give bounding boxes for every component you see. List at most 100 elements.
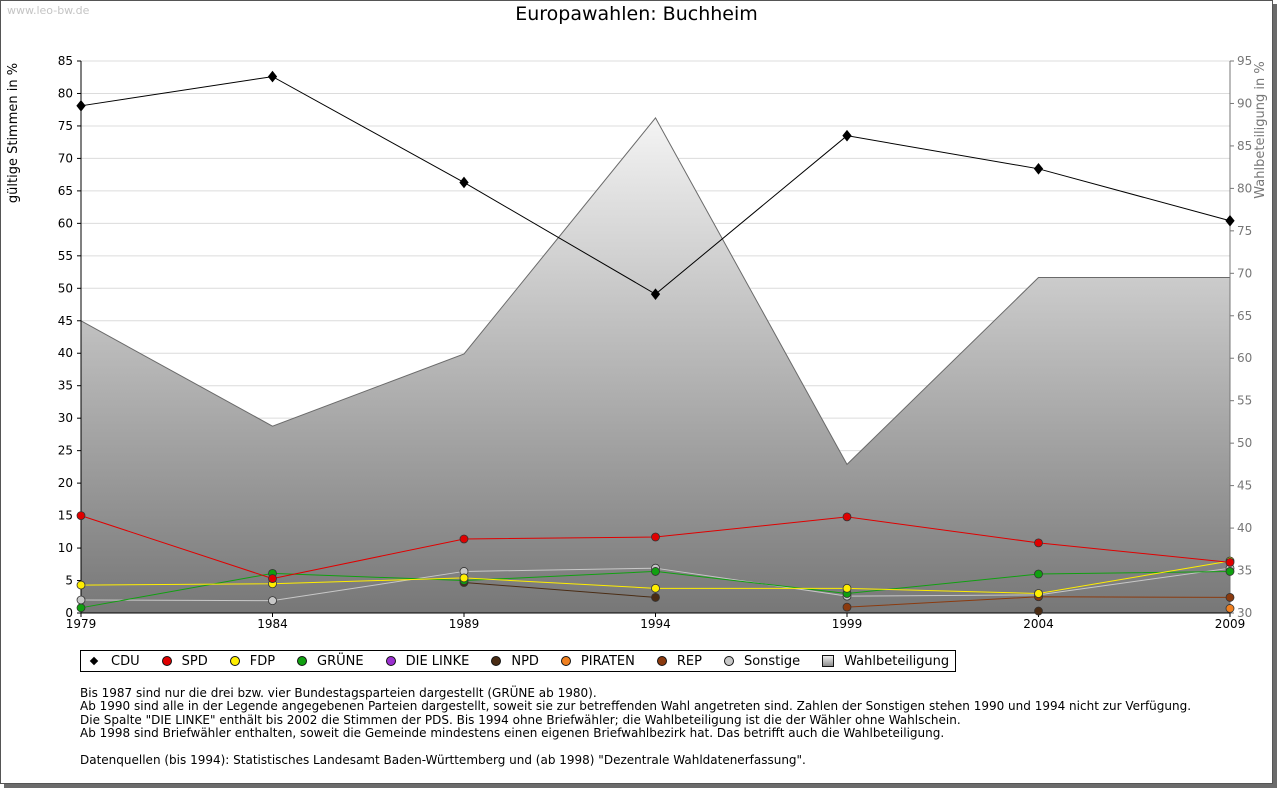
- y-tick-label: 30: [58, 411, 73, 425]
- y-tick-label: 25: [58, 444, 73, 458]
- x-tick-label: 1989: [449, 617, 480, 631]
- series-fdp: [76, 556, 1235, 598]
- y2-tick-label: 65: [1237, 309, 1252, 323]
- legend-label: DIE LINKE: [405, 653, 470, 669]
- data-point: [650, 288, 661, 300]
- legend-item: CDU: [89, 654, 140, 669]
- data-point: [76, 100, 86, 112]
- series-piraten: [1225, 604, 1235, 613]
- turnout-area-fill: [81, 117, 1230, 613]
- data-point: [1225, 214, 1235, 227]
- data-point: [1225, 604, 1235, 613]
- watermark: www.leo-bw.de: [7, 4, 90, 17]
- legend-marker: [229, 656, 240, 666]
- legend-item: GRÜNE: [297, 654, 364, 669]
- legend-label: CDU: [111, 653, 140, 669]
- data-point: [76, 603, 86, 613]
- data-point: [267, 70, 278, 83]
- y-tick-label: 15: [58, 509, 73, 523]
- data-point: [1225, 557, 1235, 567]
- y-tick-label: 45: [58, 314, 73, 328]
- data-point: [842, 512, 852, 522]
- y-tick-label: 60: [58, 216, 73, 230]
- axes: 0 5 10 15 20 25 30 35 40 45 50 55 60 65 70 75 80 85 30 35 40…: [58, 54, 1253, 631]
- legend-item: NPD: [491, 654, 539, 669]
- data-point: [1225, 567, 1235, 576]
- y-tick-label: 0: [65, 606, 73, 620]
- legend-item: REP: [656, 654, 702, 669]
- series-spd: [76, 511, 1235, 583]
- legend-item: Sonstige: [723, 653, 801, 669]
- data-point: [1034, 589, 1043, 598]
- y-tick-label: 85: [58, 54, 73, 68]
- turnout-area: [80, 117, 1230, 613]
- data-point: [268, 596, 277, 606]
- y2-tick-label: 45: [1237, 479, 1252, 493]
- y2-tick-label: 95: [1237, 54, 1252, 68]
- data-point: [1033, 163, 1044, 175]
- data-point: [1225, 593, 1235, 602]
- series-cdu: [76, 70, 1235, 300]
- y-tick-label: 20: [58, 476, 73, 490]
- y-tick-label: 35: [58, 379, 73, 393]
- legend-label: NPD: [511, 653, 539, 669]
- x-tick-label: 1994: [640, 617, 671, 631]
- note-line: Ab 1998 sind Briefwähler enthalten, sowe…: [80, 726, 945, 741]
- y2-tick-label: 40: [1237, 521, 1252, 535]
- y-tick-label: 55: [58, 249, 73, 263]
- data-point: [76, 595, 86, 605]
- data-point: [1034, 538, 1043, 548]
- legend-marker: [560, 656, 571, 666]
- turnout-line: [80, 117, 1230, 466]
- legend: CDU SPD FDP GRÜNE DIE LINKE NPD PIRATEN REP Sons…: [80, 650, 957, 672]
- data-point: [842, 129, 852, 142]
- note-line: Bis 1987 sind nur die drei bzw. vier Bun…: [80, 686, 597, 700]
- data-point: [268, 574, 277, 583]
- chart-title: Europawahlen: Buchheim: [515, 3, 758, 25]
- data-point: [651, 593, 660, 602]
- y2-tick-label: 85: [1237, 139, 1252, 153]
- legend-item: Wahlbeteiligung: [822, 654, 949, 669]
- x-tick-label: 1999: [832, 617, 863, 631]
- note-line: Die Spalte "DIE LINKE" enthält bis 2002 …: [80, 712, 961, 727]
- legend-marker: [656, 656, 667, 666]
- data-point: [459, 176, 469, 189]
- legend-label: SPD: [181, 653, 208, 669]
- y-tick-label: 70: [58, 151, 73, 165]
- y-axis-label: gültige Stimmen in %: [6, 63, 21, 203]
- y2-tick-label: 30: [1237, 606, 1252, 620]
- y-tick-label: 40: [58, 346, 73, 360]
- series-npd: [459, 578, 1043, 616]
- x-tick-label: 1979: [66, 617, 97, 631]
- y2-tick-label: 70: [1237, 266, 1252, 280]
- y-tick-label: 65: [58, 184, 73, 198]
- y-tick-label: 80: [58, 86, 73, 100]
- legend-item: FDP: [229, 654, 275, 669]
- y-tick-label: 50: [58, 281, 73, 295]
- legend-marker: [297, 656, 308, 666]
- legend-label: Sonstige: [743, 653, 801, 669]
- y-tick-label: 5: [65, 574, 73, 588]
- note-line: Ab 1990 sind alle in der Legende angegeb…: [80, 699, 1192, 714]
- data-point: [651, 583, 660, 593]
- y2-tick-label: 35: [1237, 564, 1252, 578]
- y2-tick-label: 60: [1237, 351, 1252, 365]
- data-point: [651, 532, 660, 542]
- chart-plot: 0 5 10 15 20 25 30 35 40 45 50 55 60 65 70 75 80 85 30 35 40…: [6, 54, 1268, 631]
- legend-marker: [491, 656, 502, 666]
- data-point: [76, 580, 86, 590]
- series: [76, 70, 1235, 616]
- x-tick-label: 1984: [257, 617, 288, 631]
- y2-tick-label: 55: [1237, 394, 1252, 408]
- y2-tick-label: 75: [1237, 224, 1252, 238]
- y2-tick-label: 80: [1237, 181, 1252, 195]
- data-point: [459, 573, 469, 583]
- legend-item: DIE LINKE: [385, 653, 470, 669]
- data-point: [842, 602, 852, 612]
- legend-label: Wahlbeteiligung: [844, 653, 950, 669]
- legend-item: SPD: [161, 653, 208, 669]
- legend-label: PIRATEN: [580, 653, 635, 669]
- legend-item: PIRATEN: [560, 653, 635, 669]
- data-point: [1034, 569, 1043, 579]
- legend-label: GRÜNE: [317, 653, 364, 669]
